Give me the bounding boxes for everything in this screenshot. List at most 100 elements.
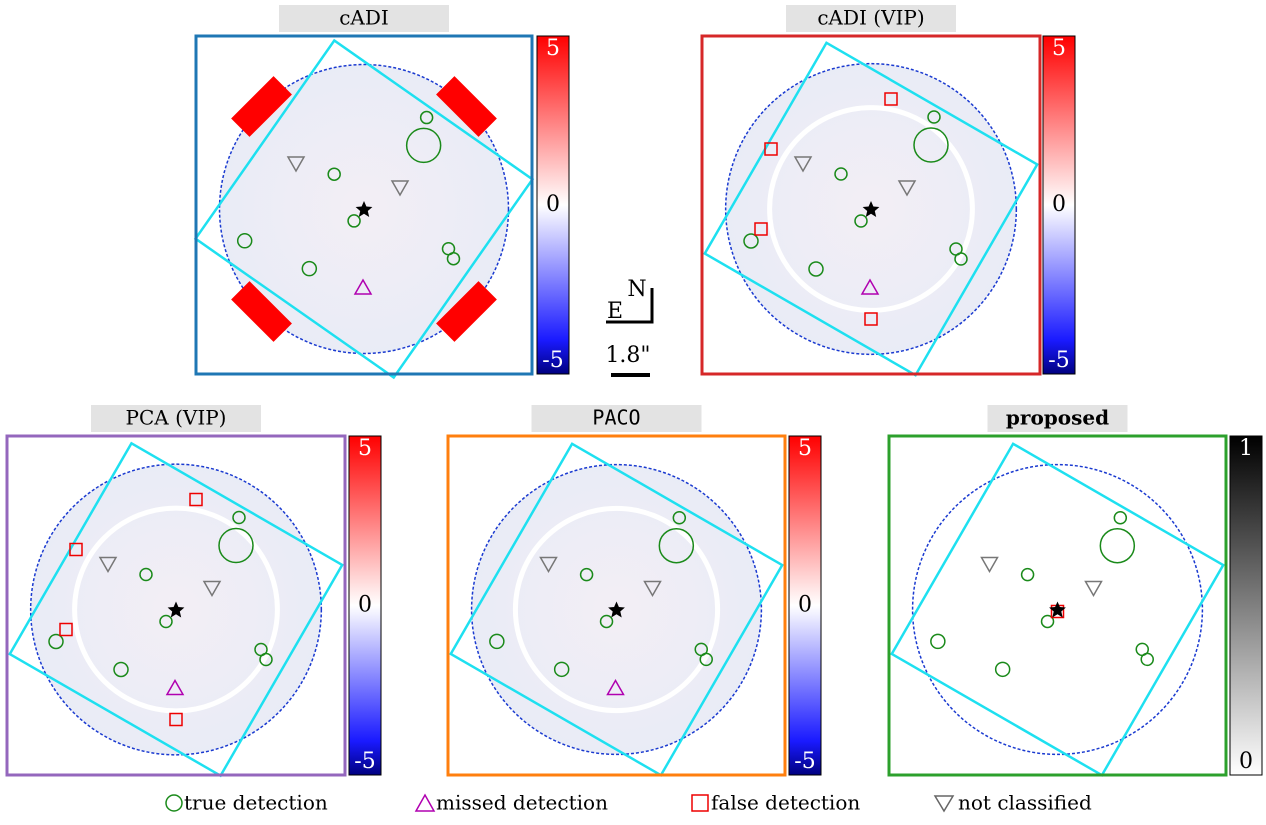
not-classified xyxy=(98,556,222,598)
true-detection xyxy=(405,127,442,164)
artifact xyxy=(436,281,497,342)
panel-frame xyxy=(700,34,1042,376)
artifact xyxy=(436,76,497,137)
legend: true detection missed detection false de… xyxy=(165,791,1092,815)
legend-text: false detection xyxy=(711,791,860,815)
ring xyxy=(767,105,975,313)
colorbar xyxy=(536,35,570,375)
colorbar-label: 5 xyxy=(1052,36,1066,61)
title-box xyxy=(531,405,702,432)
colorbar-label: 0 xyxy=(1052,192,1066,217)
compass: N E 1.8" xyxy=(605,277,654,377)
missed-detection xyxy=(165,678,185,696)
true-detection xyxy=(553,661,570,678)
true-detection xyxy=(301,260,318,277)
star xyxy=(355,201,373,217)
true-detection xyxy=(327,167,341,181)
panel-frame xyxy=(194,34,534,376)
missed-detection xyxy=(353,278,373,295)
ring xyxy=(512,505,721,714)
panel-frame xyxy=(5,434,347,777)
false-detection xyxy=(754,222,768,236)
true-detection xyxy=(1140,652,1154,667)
true-detection xyxy=(994,661,1011,678)
true-detection xyxy=(232,510,246,525)
missed-detection xyxy=(606,678,625,696)
legend-text: missed detection xyxy=(436,791,608,815)
true-detection xyxy=(446,251,461,266)
title-box xyxy=(91,405,261,432)
true-detection xyxy=(259,652,273,667)
true-detection xyxy=(658,527,695,564)
true-detection xyxy=(159,614,173,629)
field-of-view xyxy=(193,38,535,380)
true-detection xyxy=(834,167,848,181)
title-box xyxy=(987,405,1128,432)
true-detection xyxy=(113,661,129,678)
not-classified xyxy=(286,156,410,197)
true-detection xyxy=(218,527,254,564)
colorbar xyxy=(1042,35,1076,375)
false-detection xyxy=(69,542,83,557)
true-detection xyxy=(579,567,594,582)
field-of-view xyxy=(449,442,784,777)
title-box xyxy=(786,5,956,32)
panel-frame xyxy=(446,434,787,777)
title-box xyxy=(279,5,449,32)
scale-label: 1.8" xyxy=(605,343,650,368)
false-detection xyxy=(59,622,73,637)
panel: PACO 5 0 -5 xyxy=(446,405,822,777)
colorbar-label: 0 xyxy=(798,593,812,618)
true-detection xyxy=(419,110,434,125)
colorbar xyxy=(788,435,822,776)
true-detection xyxy=(954,252,968,266)
true-detection xyxy=(1020,567,1035,582)
star xyxy=(167,601,185,618)
not-classified xyxy=(793,156,917,197)
star xyxy=(608,601,625,618)
false-detection xyxy=(189,492,203,507)
colorbar-label: 5 xyxy=(546,36,560,61)
true-detection xyxy=(1040,614,1055,629)
true-detection xyxy=(1099,527,1136,564)
colorbar-label: 1 xyxy=(1239,436,1253,461)
not-classified xyxy=(980,556,1103,598)
true-detection xyxy=(1113,511,1128,525)
colorbar-label: 5 xyxy=(358,436,372,461)
true-detection xyxy=(930,633,946,650)
star xyxy=(862,201,880,217)
field-of-view xyxy=(890,442,1225,777)
false-detection xyxy=(884,92,898,106)
panel-title: PACO xyxy=(592,406,640,430)
panel: cADI 5 0 -5 xyxy=(193,5,570,380)
not-classified xyxy=(539,556,662,598)
legend-text: true detection xyxy=(184,791,328,815)
missed-detection xyxy=(860,278,880,295)
true-detection xyxy=(854,214,868,228)
panel: proposed 1 0 xyxy=(887,405,1263,777)
true-detection xyxy=(139,567,153,582)
panel: cADI (VIP) 5 0 -5 xyxy=(700,5,1076,377)
colorbar xyxy=(348,435,382,776)
panel-frame xyxy=(887,434,1228,777)
true-detection xyxy=(489,633,505,650)
true-detection xyxy=(599,614,614,629)
artifact xyxy=(231,281,292,342)
colorbar xyxy=(1229,435,1263,776)
true-detection xyxy=(672,511,687,525)
star xyxy=(1049,601,1066,618)
panel-title: cADI (VIP) xyxy=(817,6,924,30)
legend-text: not classified xyxy=(958,791,1092,815)
true-detection xyxy=(743,233,759,249)
true-detection xyxy=(699,652,713,667)
colorbar-label: -5 xyxy=(542,348,563,373)
panel-title: PCA (VIP) xyxy=(126,406,227,430)
colorbar-label: -5 xyxy=(354,749,375,774)
colorbar-label: 0 xyxy=(546,192,560,217)
artifact xyxy=(231,76,292,137)
true-detection xyxy=(913,127,949,163)
false-detection xyxy=(764,142,778,156)
panel-title: proposed xyxy=(1006,406,1109,430)
true-detection xyxy=(347,214,361,228)
